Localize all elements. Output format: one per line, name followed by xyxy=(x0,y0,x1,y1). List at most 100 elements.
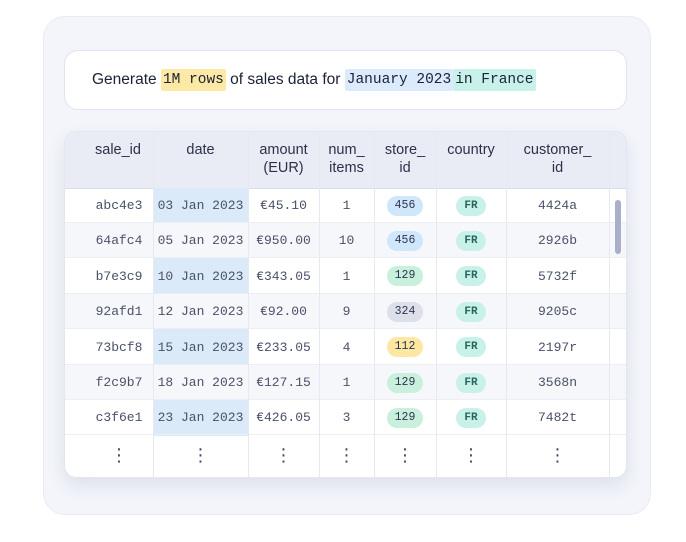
cell-customer-id: 9205c xyxy=(537,304,577,320)
cell-num-items: 1 xyxy=(342,268,351,284)
ellipsis-icon: ⋮ xyxy=(191,445,210,466)
ellipsis-icon: ⋮ xyxy=(110,445,128,466)
cell-customer-id: 2926b xyxy=(537,233,577,249)
cell-customer-id: 3568n xyxy=(537,375,577,390)
more-rows-indicator: ⋮ ⋮ ⋮ ⋮ ⋮ ⋮ ⋮ xyxy=(65,436,626,477)
cell-amount: €426.05 xyxy=(256,410,311,426)
cell-date: 03 Jan 2023 xyxy=(157,198,244,213)
ellipsis-icon: ⋮ xyxy=(337,445,356,466)
prompt-middle: of sales data for xyxy=(225,71,345,88)
cell-store-id: 324 xyxy=(374,294,436,329)
cell-store-id: 129 xyxy=(374,365,436,400)
country-badge: FR xyxy=(456,407,486,428)
cell-customer-id: 2197r xyxy=(537,339,577,355)
header-country[interactable]: country xyxy=(447,142,495,158)
data-table: abc4e3 03 Jan 2023 €45.10 1 456 FR 4424a 64afc4… xyxy=(64,131,627,478)
table-header xyxy=(65,132,626,189)
country-badge: FR xyxy=(456,230,486,251)
prompt-box[interactable]: Generate 1M rows of sales data for Janua… xyxy=(64,50,627,110)
cell-country: FR xyxy=(436,330,506,365)
header-num-items[interactable]: num_ items xyxy=(319,141,374,177)
column-divider xyxy=(374,132,375,477)
cell-country: FR xyxy=(436,188,506,223)
cell-amount: €343.05 xyxy=(256,268,311,284)
country-badge: FR xyxy=(456,301,486,322)
cell-sale-id: 92afd1 xyxy=(95,304,143,320)
header-store-id-line2: id xyxy=(399,160,411,176)
store-id-badge: 129 xyxy=(386,266,424,287)
cell-store-id: 456 xyxy=(374,188,436,223)
cell-store-id: 456 xyxy=(374,223,436,258)
prompt-highlight-rows: 1M rows xyxy=(160,69,226,91)
prompt-highlight-month: January 2023 xyxy=(344,69,454,91)
cell-sale-id: b7e3c9 xyxy=(95,268,143,284)
store-id-badge: 324 xyxy=(386,301,424,322)
header-sale-id[interactable]: sale_id xyxy=(95,142,141,158)
cell-country: FR xyxy=(436,223,506,258)
cell-customer-id: 5732f xyxy=(537,268,577,284)
table-row[interactable]: b7e3c9 10 Jan 2023 €343.05 1 129 FR 5732f xyxy=(65,259,626,294)
cell-date: 10 Jan 2023 xyxy=(157,268,244,284)
cell-sale-id: f2c9b7 xyxy=(95,375,143,390)
table-row[interactable]: f2c9b7 18 Jan 2023 €127.15 1 129 FR 3568n xyxy=(65,365,626,400)
column-divider xyxy=(506,132,507,477)
table-row[interactable]: c3f6e1 23 Jan 2023 €426.05 3 129 FR 7482t xyxy=(65,400,626,436)
cell-amount: €45.10 xyxy=(260,198,307,213)
cell-country: FR xyxy=(436,259,506,294)
column-divider xyxy=(319,132,320,477)
prompt-prefix: Generate xyxy=(92,71,161,88)
cell-country: FR xyxy=(436,365,506,400)
column-divider xyxy=(609,132,610,477)
header-store-id[interactable]: store_ id xyxy=(374,141,436,177)
cell-sale-id: 64afc4 xyxy=(95,233,143,249)
header-customer-id-line1: customer_ xyxy=(523,142,592,158)
cell-store-id: 129 xyxy=(374,259,436,294)
header-date[interactable]: date xyxy=(186,142,215,158)
cell-num-items: 10 xyxy=(338,233,355,249)
cell-amount: €233.05 xyxy=(256,339,311,355)
header-amount-line2: (EUR) xyxy=(263,160,304,176)
column-divider xyxy=(248,132,249,477)
ellipsis-icon: ⋮ xyxy=(548,445,567,466)
store-id-badge: 112 xyxy=(386,337,424,358)
cell-customer-id: 7482t xyxy=(537,410,577,426)
ellipsis-icon: ⋮ xyxy=(274,445,293,466)
scrollbar-thumb[interactable] xyxy=(615,200,621,254)
header-amount[interactable]: amount (EUR) xyxy=(248,141,319,177)
cell-sale-id: abc4e3 xyxy=(95,198,143,213)
cell-date: 23 Jan 2023 xyxy=(157,410,244,426)
cell-country: FR xyxy=(436,400,506,435)
header-customer-id[interactable]: customer_ id xyxy=(506,141,609,177)
store-id-badge: 129 xyxy=(386,407,424,428)
cell-amount: €950.00 xyxy=(256,233,311,249)
table-row[interactable]: 64afc4 05 Jan 2023 €950.00 10 456 FR 2926b xyxy=(65,223,626,259)
table-row[interactable]: 92afd1 12 Jan 2023 €92.00 9 324 FR 9205c xyxy=(65,294,626,330)
cell-num-items: 9 xyxy=(342,304,351,320)
table-row[interactable]: 73bcf8 15 Jan 2023 €233.05 4 112 FR 2197r xyxy=(65,330,626,365)
cell-sale-id: c3f6e1 xyxy=(95,410,143,426)
table-row[interactable]: abc4e3 03 Jan 2023 €45.10 1 456 FR 4424a xyxy=(65,188,626,223)
cell-sale-id: 73bcf8 xyxy=(95,339,143,355)
column-divider xyxy=(153,132,154,477)
country-badge: FR xyxy=(456,266,486,287)
cell-num-items: 1 xyxy=(342,375,351,390)
cell-date: 18 Jan 2023 xyxy=(157,375,244,390)
column-divider xyxy=(436,132,437,477)
cell-num-items: 4 xyxy=(342,339,351,355)
ellipsis-icon: ⋮ xyxy=(462,445,480,466)
cell-customer-id: 4424a xyxy=(537,198,577,213)
cell-num-items: 3 xyxy=(342,410,351,426)
header-store-id-line1: store_ xyxy=(384,142,426,158)
cell-date: 05 Jan 2023 xyxy=(157,233,244,249)
store-id-badge: 129 xyxy=(386,372,424,393)
prompt-highlight-country: in France xyxy=(453,69,536,91)
country-badge: FR xyxy=(456,337,486,358)
cell-store-id: 112 xyxy=(374,330,436,365)
cell-num-items: 1 xyxy=(342,198,351,213)
ellipsis-icon: ⋮ xyxy=(396,445,414,466)
country-badge: FR xyxy=(456,372,486,393)
store-id-badge: 456 xyxy=(386,230,424,251)
country-badge: FR xyxy=(456,195,486,216)
cell-date: 15 Jan 2023 xyxy=(157,339,244,355)
cell-country: FR xyxy=(436,294,506,329)
